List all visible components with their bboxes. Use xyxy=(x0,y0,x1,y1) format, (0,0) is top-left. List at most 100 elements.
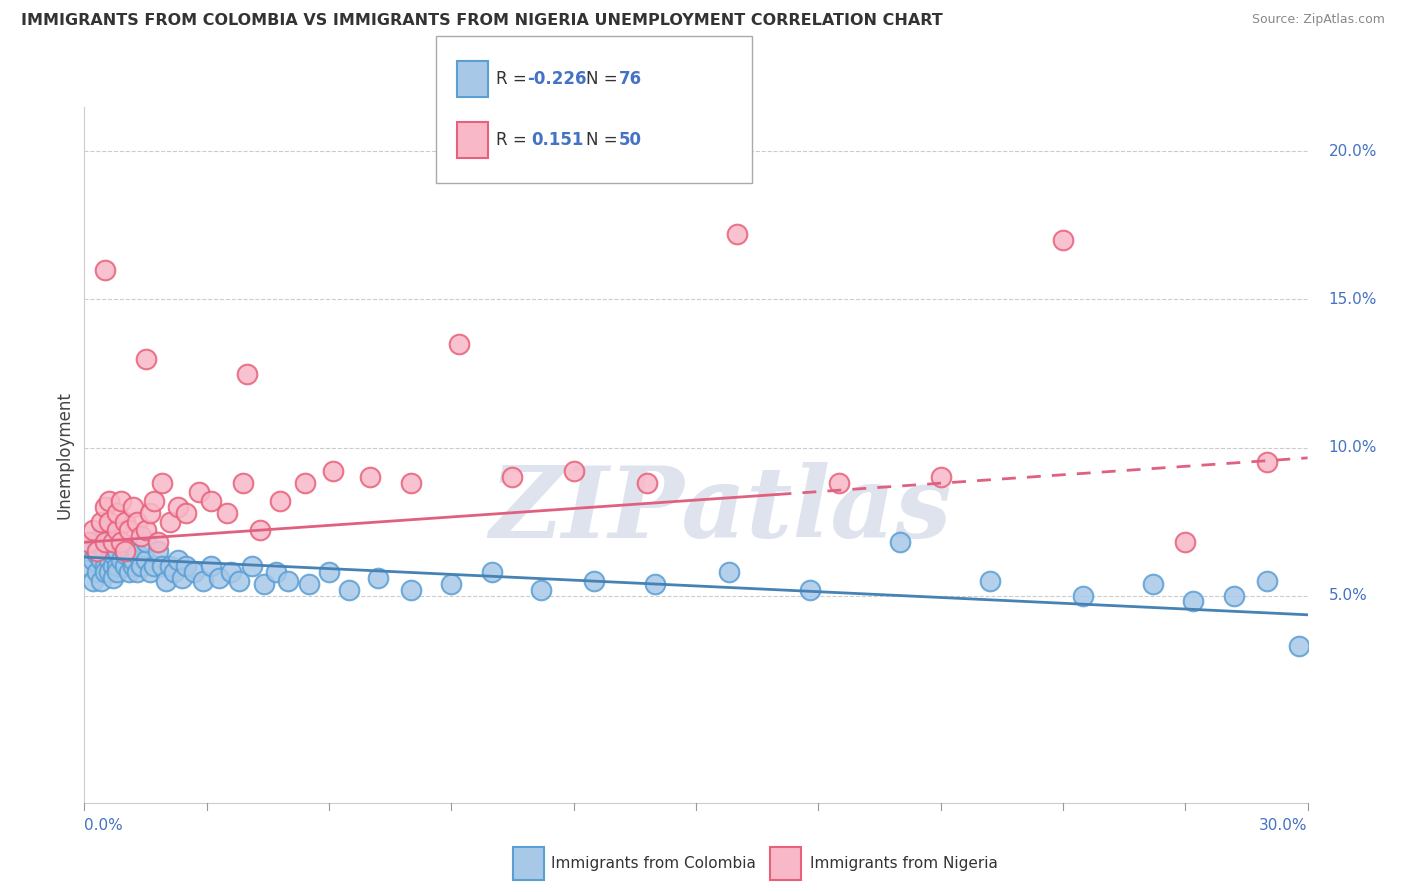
Point xyxy=(725,227,748,242)
Point xyxy=(127,565,149,579)
Point xyxy=(118,524,141,538)
Point xyxy=(114,558,136,573)
Point xyxy=(440,576,463,591)
Point xyxy=(77,535,100,549)
Point xyxy=(1182,594,1205,608)
Point xyxy=(339,582,360,597)
Point xyxy=(138,506,160,520)
Point xyxy=(236,367,259,381)
Point xyxy=(799,582,821,597)
Point xyxy=(114,544,136,558)
Text: N =: N = xyxy=(586,70,623,87)
Point xyxy=(367,571,389,585)
Point xyxy=(93,544,115,558)
Point xyxy=(97,553,120,567)
Point xyxy=(159,558,181,573)
Point xyxy=(105,558,128,573)
Point xyxy=(135,553,157,567)
Point xyxy=(159,515,181,529)
Point xyxy=(644,576,666,591)
Point xyxy=(135,524,157,538)
Point xyxy=(253,576,276,591)
Point xyxy=(101,547,124,561)
Point xyxy=(142,493,165,508)
Point xyxy=(131,529,153,543)
Point xyxy=(322,464,344,478)
Text: N =: N = xyxy=(586,131,623,149)
Point xyxy=(105,544,128,558)
Point xyxy=(217,506,239,520)
Point xyxy=(501,470,523,484)
Point xyxy=(105,524,128,538)
Point xyxy=(929,470,952,484)
Point xyxy=(82,524,104,538)
Point xyxy=(174,506,197,520)
Point xyxy=(114,547,136,561)
Point xyxy=(97,493,120,508)
Text: 0.0%: 0.0% xyxy=(84,818,124,832)
Point xyxy=(90,553,112,567)
Point xyxy=(163,565,186,579)
Point xyxy=(93,524,115,538)
Point xyxy=(146,535,169,549)
Point xyxy=(86,535,108,549)
Point xyxy=(228,574,250,588)
Point xyxy=(93,263,115,277)
Point xyxy=(114,515,136,529)
Point xyxy=(101,571,124,585)
Point xyxy=(82,574,104,588)
Point xyxy=(208,571,231,585)
Point xyxy=(269,493,291,508)
Y-axis label: Unemployment: Unemployment xyxy=(55,391,73,519)
Text: Source: ZipAtlas.com: Source: ZipAtlas.com xyxy=(1251,13,1385,27)
Text: IMMIGRANTS FROM COLOMBIA VS IMMIGRANTS FROM NIGERIA UNEMPLOYMENT CORRELATION CHA: IMMIGRANTS FROM COLOMBIA VS IMMIGRANTS F… xyxy=(21,13,943,29)
Point xyxy=(827,476,849,491)
Text: 10.0%: 10.0% xyxy=(1329,440,1376,455)
Point xyxy=(93,535,115,549)
Text: Immigrants from Nigeria: Immigrants from Nigeria xyxy=(810,856,998,871)
Text: -0.226: -0.226 xyxy=(527,70,586,87)
Point xyxy=(138,565,160,579)
Point xyxy=(127,547,149,561)
Point xyxy=(1142,576,1164,591)
Text: 20.0%: 20.0% xyxy=(1329,144,1376,159)
Point xyxy=(105,565,128,579)
Point xyxy=(82,553,104,567)
Point xyxy=(294,476,316,491)
Point xyxy=(1071,589,1094,603)
Point xyxy=(264,565,287,579)
Point xyxy=(582,574,605,588)
Point xyxy=(110,535,132,549)
Point xyxy=(298,576,321,591)
Text: 0.151: 0.151 xyxy=(531,131,583,149)
Text: R =: R = xyxy=(496,131,533,149)
Point xyxy=(187,484,209,499)
Point xyxy=(232,476,254,491)
Point xyxy=(97,565,120,579)
Text: R =: R = xyxy=(496,70,533,87)
Point xyxy=(1174,535,1197,549)
Point xyxy=(277,574,299,588)
Point xyxy=(122,553,145,567)
Point xyxy=(150,476,173,491)
Point xyxy=(219,565,242,579)
Point xyxy=(93,500,115,514)
Point xyxy=(97,515,120,529)
Point xyxy=(249,524,271,538)
Point xyxy=(118,544,141,558)
Point xyxy=(101,535,124,549)
Point xyxy=(131,558,153,573)
Text: ZIPatlas: ZIPatlas xyxy=(489,462,952,558)
Point xyxy=(118,565,141,579)
Point xyxy=(183,565,205,579)
Point xyxy=(90,529,112,543)
Point xyxy=(530,582,553,597)
Point xyxy=(167,553,190,567)
Point xyxy=(101,558,124,573)
Point xyxy=(167,500,190,514)
Point xyxy=(1288,639,1310,653)
Point xyxy=(240,558,263,573)
Point xyxy=(93,558,115,573)
Point xyxy=(110,535,132,549)
Point xyxy=(979,574,1001,588)
